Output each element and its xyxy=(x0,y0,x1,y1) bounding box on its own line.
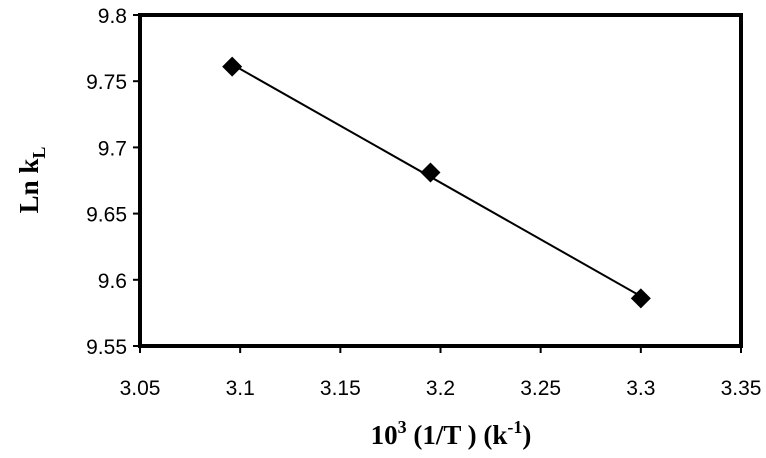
x-axis-title-base: 10 xyxy=(371,420,398,450)
data-point xyxy=(420,162,441,183)
y-tick-label: 9.75 xyxy=(86,71,127,94)
y-tick-label: 9.65 xyxy=(86,204,127,227)
x-axis-title-unit-exponent: -1 xyxy=(507,417,522,437)
y-axis-title-base: Ln k xyxy=(14,159,44,214)
x-tick-label: 3.15 xyxy=(320,377,361,400)
series-points-layer xyxy=(222,56,651,309)
data-point xyxy=(222,56,243,77)
x-tick-label: 3.2 xyxy=(426,377,455,400)
x-tick-label: 3.05 xyxy=(120,377,161,400)
y-tick-label: 9.7 xyxy=(98,137,127,160)
x-axis-title-unit: (1/T ) (k xyxy=(407,420,508,450)
x-tick-label: 3.25 xyxy=(520,377,561,400)
y-tick-label: 9.8 xyxy=(98,5,127,28)
y-tick-label: 9.55 xyxy=(86,336,127,359)
x-tick-label: 3.35 xyxy=(721,377,762,400)
series-line-layer xyxy=(231,63,642,298)
y-axis-ticks: 9.55 9.6 9.65 9.7 9.75 9.8 xyxy=(86,5,140,359)
y-tick-label: 9.6 xyxy=(98,270,127,293)
x-tick-label: 3.3 xyxy=(626,377,655,400)
trend-line xyxy=(231,63,642,298)
x-axis-title-end: ) xyxy=(522,420,531,450)
x-tick-label: 3.1 xyxy=(226,377,255,400)
x-axis-title-exponent: 3 xyxy=(398,417,407,437)
y-axis-title-subscript: L xyxy=(29,147,49,159)
x-axis-ticks: 3.05 3.1 3.15 3.2 3.25 3.3 3.35 xyxy=(120,346,762,400)
y-axis-title: Ln kL xyxy=(14,147,49,214)
x-axis-title: 103 (1/T ) (k-1) xyxy=(371,417,532,450)
data-point xyxy=(630,288,651,309)
